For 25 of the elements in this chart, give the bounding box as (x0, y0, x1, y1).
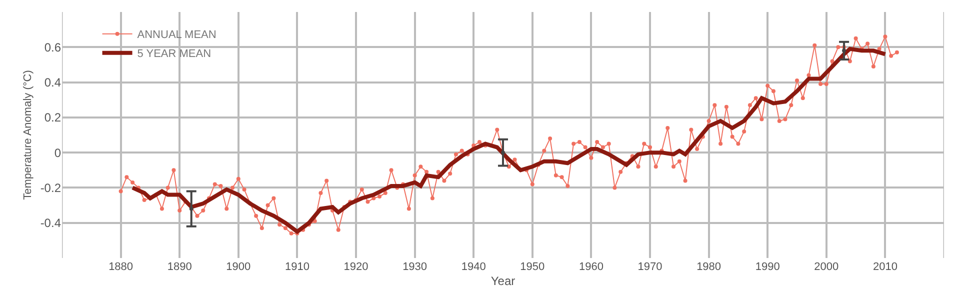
y-tick-label: 0.4 (44, 75, 62, 90)
x-tick-label: 2000 (814, 261, 839, 273)
x-tick-label: 1900 (226, 261, 251, 273)
legend-label: ANNUAL MEAN (137, 29, 216, 42)
x-tick-label: 1950 (520, 261, 545, 273)
x-tick-label: 1960 (578, 261, 604, 273)
y-tick-label: -0.2 (40, 180, 62, 195)
x-tick-label: 1880 (108, 261, 134, 273)
legend-label: 5 YEAR MEAN (137, 48, 212, 60)
x-tick-label: 2010 (872, 261, 898, 273)
y-axis-title: Temperature Anomaly (°C) (22, 70, 34, 200)
x-tick-label: 1890 (167, 261, 192, 273)
y-tick-label: 0.2 (44, 110, 62, 125)
x-tick-label: 1970 (638, 261, 662, 273)
x-axis-title: Year (490, 274, 516, 288)
x-tick-label: 1980 (696, 261, 722, 273)
x-tick-label: 1910 (284, 261, 310, 273)
x-tick-label: 1990 (755, 261, 780, 273)
x-tick-label: 1930 (402, 261, 428, 273)
x-tick-label: 1920 (344, 261, 368, 273)
y-tick-label: 0 (54, 146, 62, 160)
y-tick-label: -0.4 (40, 216, 62, 230)
y-tick-label: 0.6 (44, 40, 62, 54)
x-tick-label: 1940 (461, 261, 486, 273)
point (842, 48, 846, 53)
